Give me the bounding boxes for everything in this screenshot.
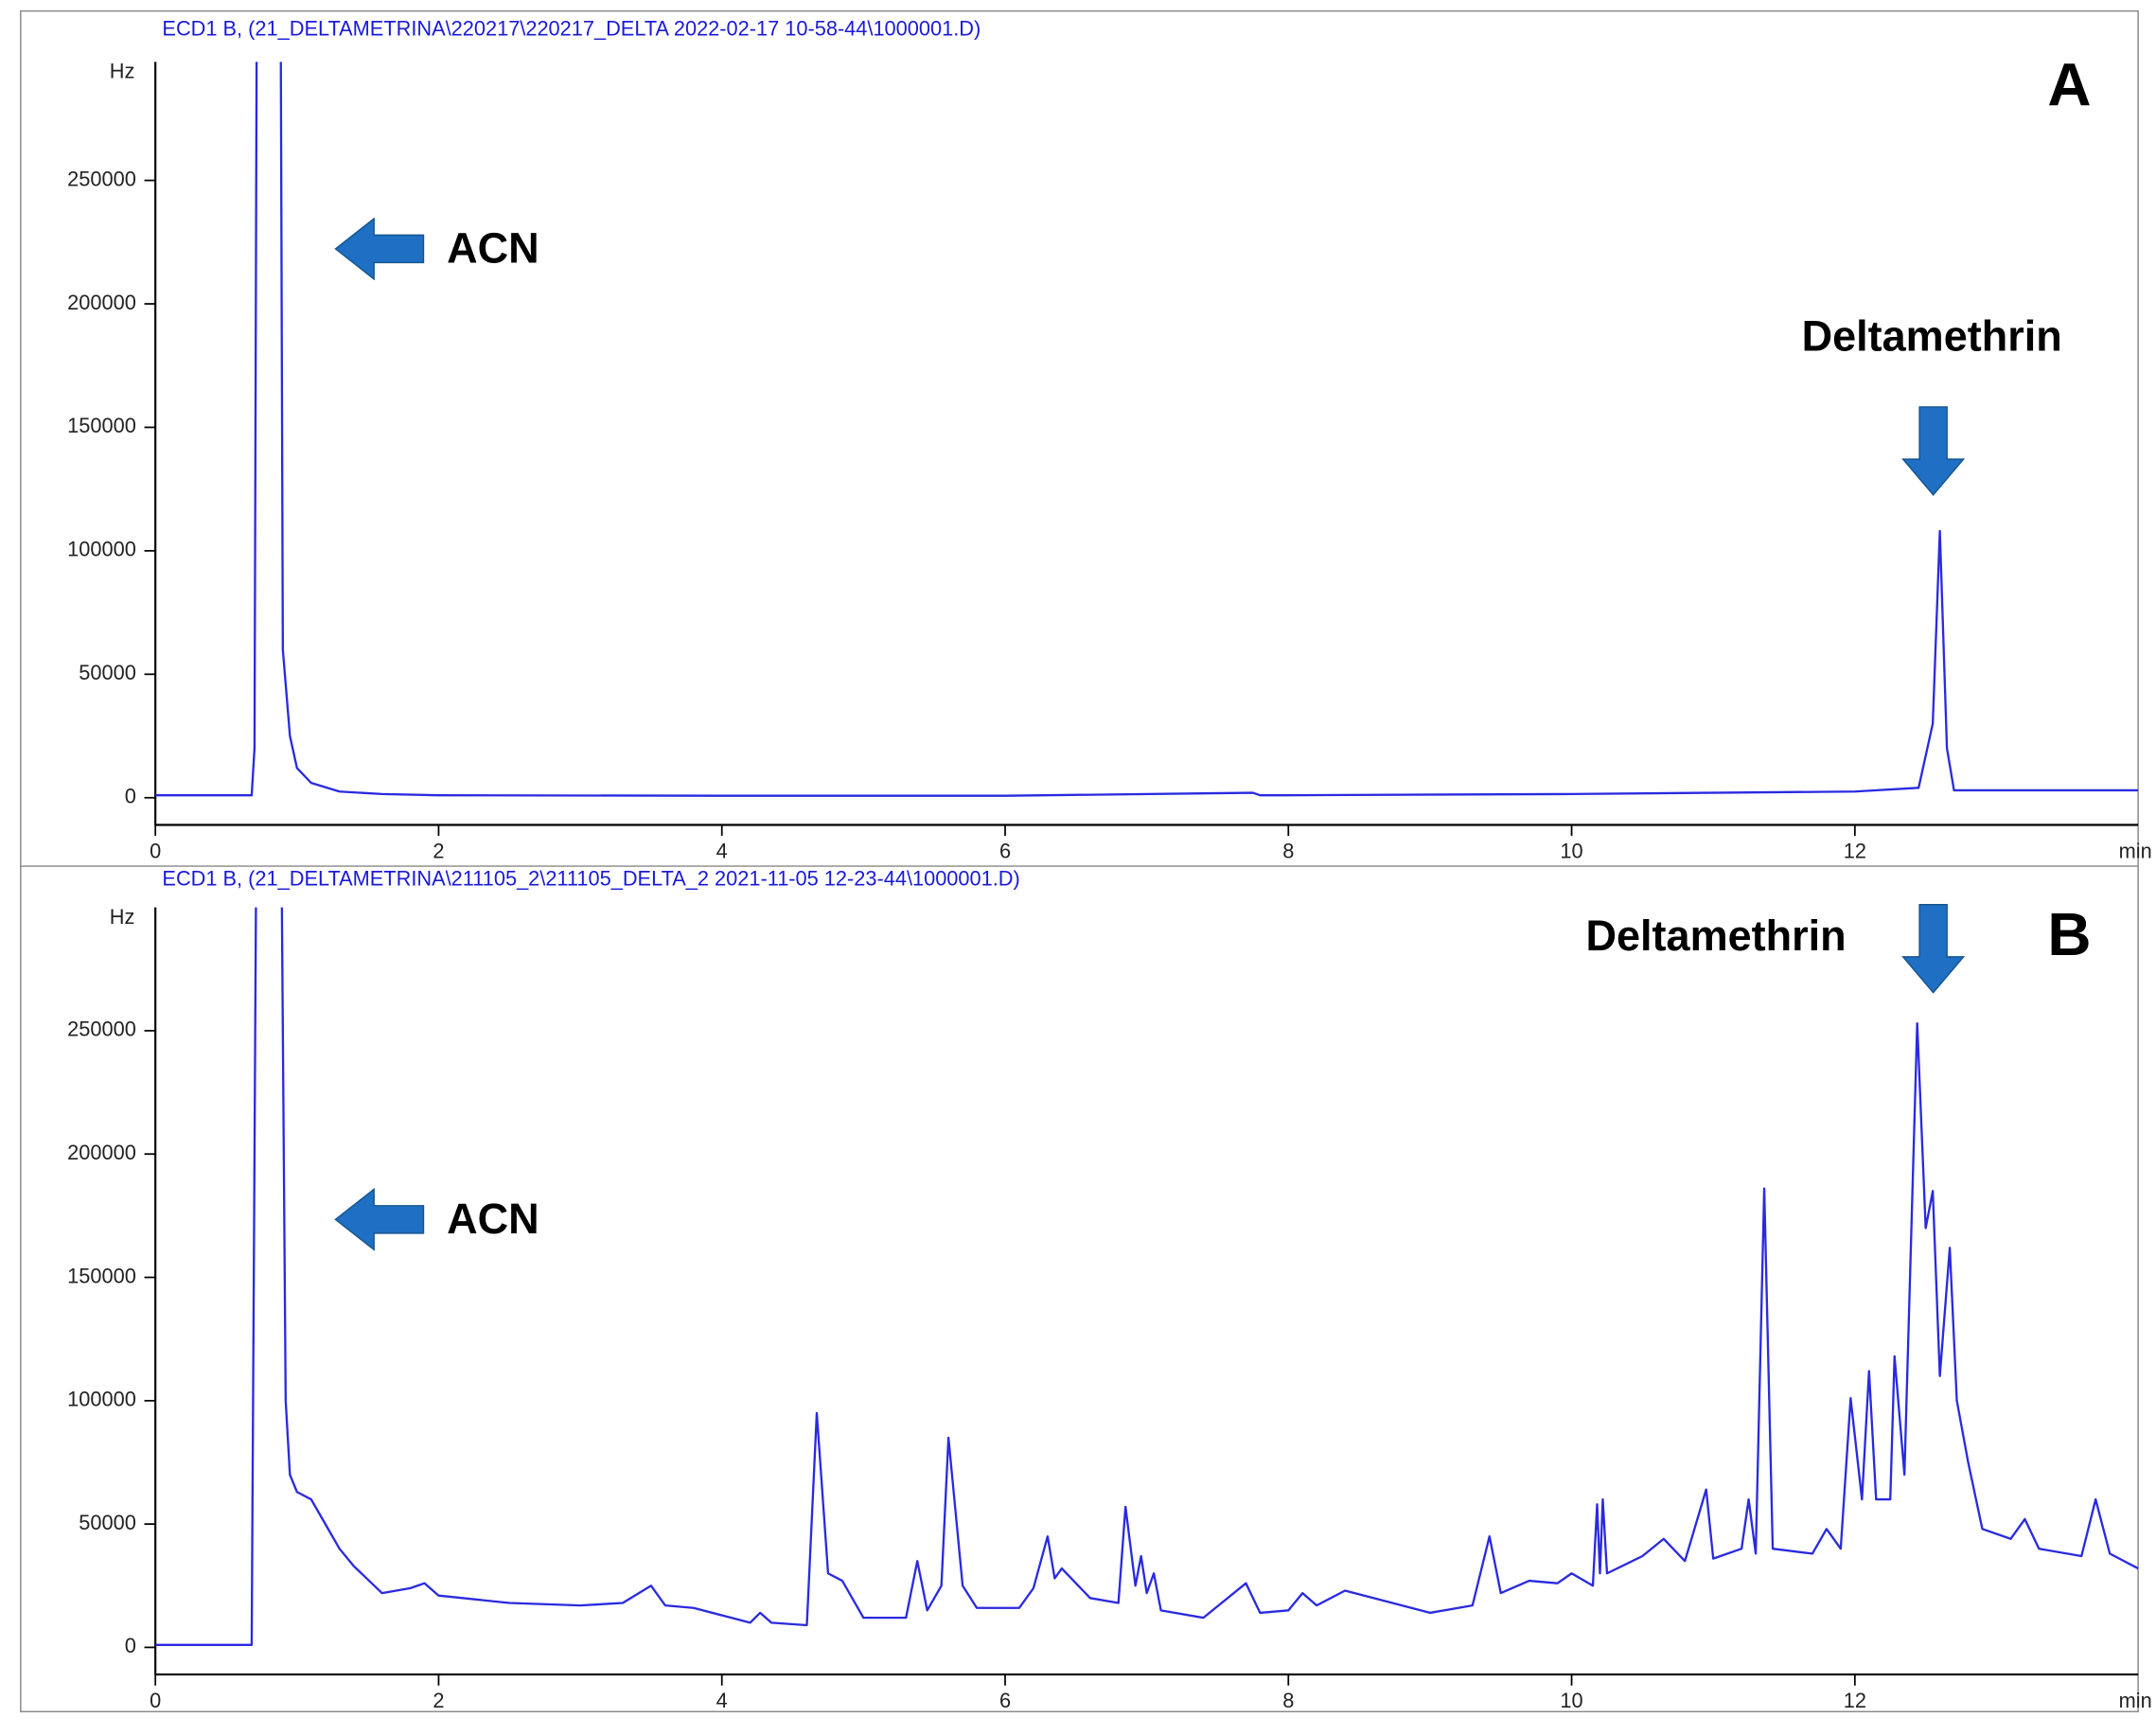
y-tick-label: 150000 bbox=[67, 414, 136, 437]
x-tick-label: 0 bbox=[150, 839, 161, 862]
deltamethrin-arrow bbox=[1901, 406, 1966, 497]
y-tick-label: 50000 bbox=[79, 661, 136, 684]
y-tick-label: 100000 bbox=[67, 1388, 136, 1411]
x-tick-label: 6 bbox=[999, 1689, 1011, 1712]
chart-title: ECD1 B, (21_DELTAMETRINA\211105_2\211105… bbox=[162, 866, 1019, 890]
deltamethrin-label: Deltamethrin bbox=[1586, 912, 1847, 960]
x-tick-label: 0 bbox=[150, 1689, 161, 1712]
x-tick-label: 12 bbox=[1844, 1689, 1866, 1712]
acn-label: ACN bbox=[447, 224, 539, 273]
x-tick-label: 6 bbox=[999, 839, 1011, 862]
figure-frame bbox=[20, 9, 2139, 1713]
y-tick-label: 150000 bbox=[67, 1264, 136, 1287]
y-tick-label: 0 bbox=[125, 785, 136, 808]
panel-label: A bbox=[2047, 50, 2091, 118]
y-tick-label: 250000 bbox=[67, 167, 136, 190]
y-tick-label: 200000 bbox=[67, 1141, 136, 1164]
y-tick-label: 250000 bbox=[67, 1018, 136, 1041]
x-tick-label: 2 bbox=[433, 839, 444, 862]
deltamethrin-label: Deltamethrin bbox=[1802, 312, 2062, 361]
y-tick-label: 0 bbox=[125, 1634, 136, 1657]
x-tick-label: 4 bbox=[716, 839, 728, 862]
y-tick-label: 100000 bbox=[67, 538, 136, 561]
acn-arrow bbox=[334, 1187, 425, 1251]
acn-label: ACN bbox=[447, 1195, 539, 1243]
y-axis-label: Hz bbox=[110, 905, 135, 929]
chromatogram-line bbox=[155, 907, 2139, 1646]
deltamethrin-arrow bbox=[1901, 903, 1966, 994]
x-axis-label: min bbox=[2119, 839, 2152, 862]
y-axis-label: Hz bbox=[110, 60, 135, 83]
x-tick-label: 10 bbox=[1560, 839, 1582, 862]
y-tick-label: 200000 bbox=[67, 291, 136, 314]
x-axis-label: min bbox=[2119, 1689, 2152, 1712]
panel-label: B bbox=[2047, 900, 2091, 968]
x-tick-label: 10 bbox=[1560, 1689, 1582, 1712]
chart-title: ECD1 B, (21_DELTAMETRINA\220217\220217_D… bbox=[162, 17, 981, 41]
x-tick-label: 8 bbox=[1282, 839, 1294, 862]
x-tick-label: 12 bbox=[1844, 839, 1866, 862]
acn-arrow bbox=[334, 217, 425, 281]
x-tick-label: 4 bbox=[716, 1689, 728, 1712]
chromatogram-line bbox=[155, 62, 2139, 797]
y-tick-label: 50000 bbox=[79, 1511, 136, 1534]
x-tick-label: 2 bbox=[433, 1689, 444, 1712]
x-tick-label: 8 bbox=[1282, 1689, 1294, 1712]
